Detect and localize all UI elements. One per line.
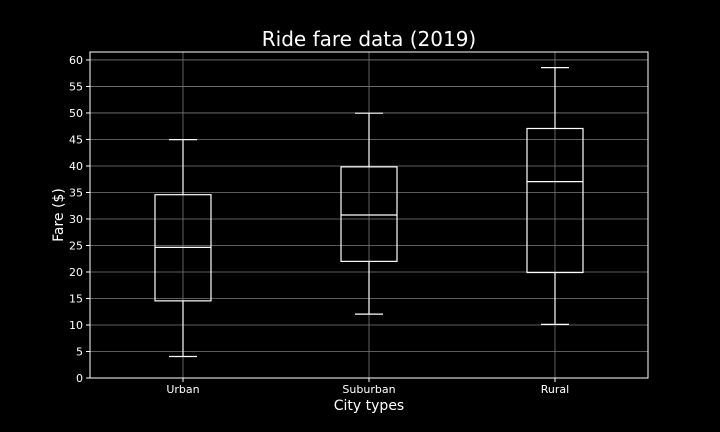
interquartile-box bbox=[526, 127, 584, 274]
ticks-layer: 0 5 10 15 20 25 30 35 40 45 50 55 60 Urban Suburban Rur… bbox=[69, 54, 569, 396]
y-tick-label: 40 bbox=[69, 160, 83, 173]
y-tick-label: 25 bbox=[69, 239, 83, 252]
y-axis-label: Fare ($) bbox=[51, 188, 67, 242]
y-tick-label: 0 bbox=[76, 372, 83, 385]
y-tick-label: 20 bbox=[69, 266, 83, 279]
x-tick-label: Suburban bbox=[342, 383, 395, 396]
x-axis-label: City types bbox=[334, 398, 404, 414]
x-tick-label: Urban bbox=[166, 383, 199, 396]
y-tick-label: 30 bbox=[69, 213, 83, 226]
y-tick-label: 55 bbox=[69, 80, 83, 93]
y-tick-label: 35 bbox=[69, 186, 83, 199]
y-tick-label: 5 bbox=[76, 345, 83, 358]
box-urban bbox=[154, 139, 212, 358]
interquartile-box bbox=[340, 166, 398, 262]
boxes-layer bbox=[154, 67, 584, 358]
box-rural bbox=[526, 67, 584, 326]
chart-title: Ride fare data (2019) bbox=[262, 27, 476, 51]
x-tick-label: Rural bbox=[541, 383, 569, 396]
box-suburban bbox=[340, 112, 398, 315]
y-tick-label: 50 bbox=[69, 107, 83, 120]
y-tick-label: 10 bbox=[69, 319, 83, 332]
y-tick-label: 15 bbox=[69, 292, 83, 305]
y-tick-label: 45 bbox=[69, 133, 83, 146]
y-tick-label: 60 bbox=[69, 54, 83, 67]
